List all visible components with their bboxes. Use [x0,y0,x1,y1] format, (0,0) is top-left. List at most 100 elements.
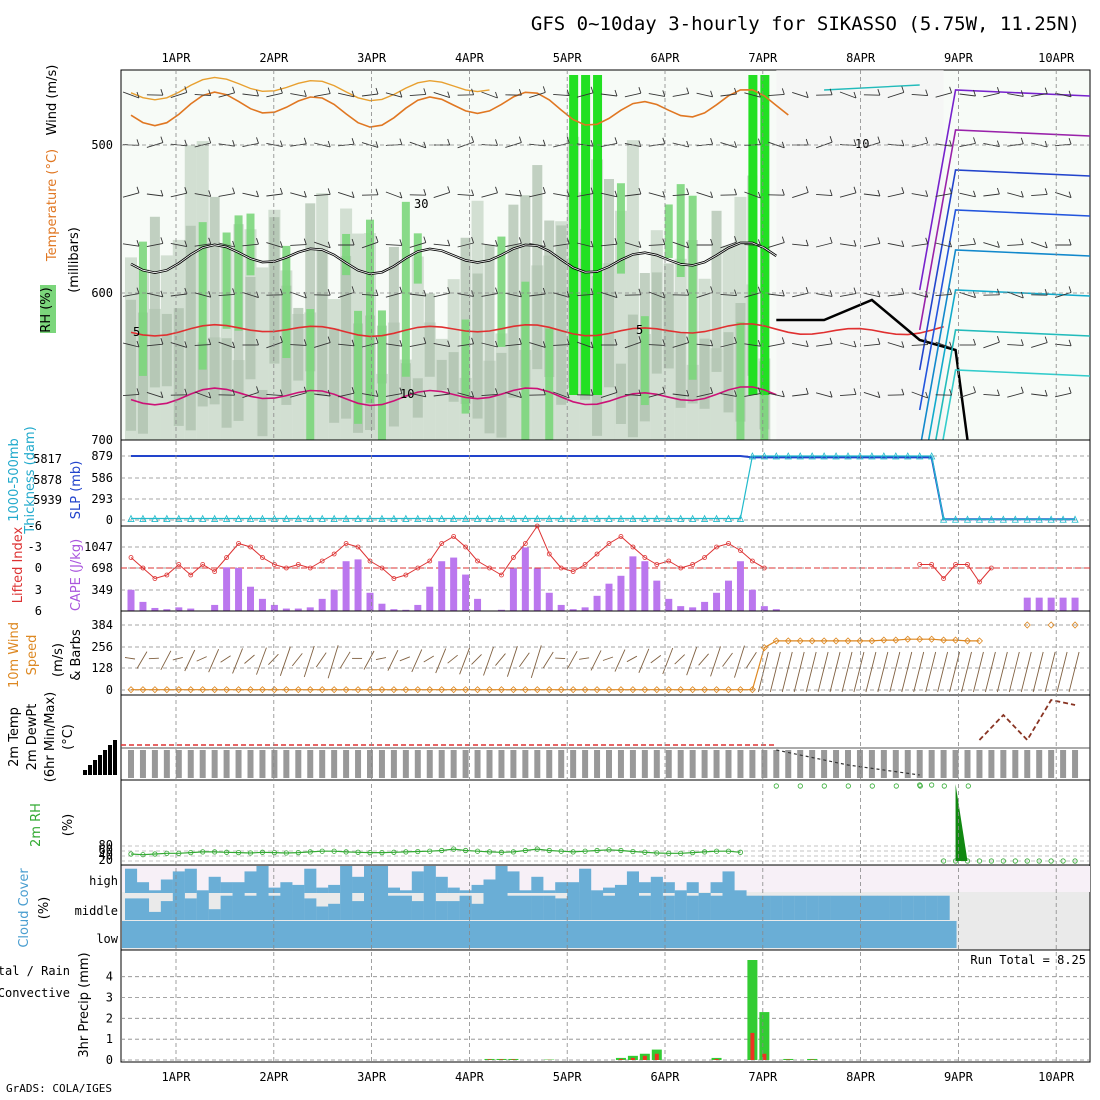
wind-barb [170,242,187,248]
temp-minmax-bar [402,750,409,778]
wind-barb [614,190,618,197]
wind-barb [590,650,602,671]
wind-barb [877,338,881,345]
wind-barb [146,343,163,347]
rh2m-marker [224,849,230,855]
wind-barb [208,338,212,345]
wind-barb [996,651,1008,693]
rh2m-marker [630,848,636,855]
cloud-bar [507,895,520,920]
wind-marker [187,686,195,694]
label-cloud: Cloud Cover [17,868,32,948]
li-marker [726,541,731,546]
thickness-marker [677,514,685,522]
wind-barb [638,140,642,147]
rh-band [675,332,686,408]
cloud-bar [184,868,197,893]
bottom-date-label: 8APR [846,1070,876,1084]
precip-conv-bar [511,1059,516,1060]
wind-barb [314,241,331,249]
cloud-bar [734,890,747,893]
wind-barb [495,186,498,193]
wind-barb [256,338,259,346]
wind-barb [279,140,283,147]
wind-barb [505,242,522,248]
wind-barb [901,651,913,693]
cloud-bar [495,866,508,893]
wind-barb [648,93,665,97]
wind-barb [1068,387,1072,394]
wind-marker [127,686,135,694]
rh2m-marker [164,850,170,856]
wind-barb [877,189,881,197]
thickness-marker [199,514,207,522]
wind-barb [1031,342,1048,348]
thickness-marker [808,452,816,460]
thickness-tick: 5939 [33,493,62,507]
rh2m-marker [140,852,146,858]
wind-barb [553,142,570,148]
wind-frame [120,610,1091,696]
wind-barb [911,243,928,247]
wind-barb [781,651,793,693]
wind-barb [877,651,889,693]
wind-barb [853,388,857,395]
wind-barb [662,191,666,198]
wind-tick: 256 [91,640,113,654]
wind-barb [232,389,236,396]
wind-barb [792,342,809,348]
wind-barb [279,187,283,195]
thickness-marker [342,514,350,522]
wind-barb [232,187,236,194]
temp-minmax-bar [797,750,804,778]
wind-barb [447,340,451,347]
temp-minmax-bar [629,750,636,778]
wind-barb [160,136,164,143]
wind-barb [361,293,379,297]
wind-barb [768,141,785,149]
thickness-marker [868,452,876,460]
wind-barb [983,341,1000,349]
wind-barb [600,93,618,97]
wind-barb [170,342,187,348]
label-rh: RH (%) [39,287,54,332]
wind-barb [996,140,1000,147]
cloud-bar [614,884,628,893]
precip-conv-bar [714,1058,719,1060]
wind-barb [375,390,379,397]
wind-barb [734,645,745,678]
wind-barb [136,186,140,193]
wind-barb [339,651,351,669]
wind-barb [887,293,904,297]
cloud-bar [603,887,616,893]
cape-bar [736,561,744,611]
wind-barb [1068,238,1072,246]
thickness-marker [139,514,147,522]
rh2m-marker [1036,858,1042,864]
cloud-bar [435,901,448,920]
temp-minmax-bar [139,750,146,778]
wind-marker [641,686,649,694]
cloud-bar [340,893,353,920]
run-total: Run Total = 8.25 [970,953,1086,967]
li-marker [379,565,385,571]
temp-minmax-bar [223,750,230,778]
wind-barb [327,140,331,148]
wind-barb [506,646,518,677]
wind-barb [781,88,785,95]
wind-barb [1055,343,1072,347]
precip-conv-bar [630,1057,635,1060]
wind-barb [208,237,212,244]
rh-band [723,332,734,413]
rh-band [627,314,638,438]
wind-barb [925,190,929,197]
rh2m-marker [976,858,983,864]
wind-barb [1068,90,1072,97]
wind-barb [757,651,769,693]
cloud-bar [280,893,293,920]
wind-barb [686,87,690,94]
wind-barb [768,93,785,97]
wind-marker [701,686,709,694]
cloud-bar [256,893,269,920]
rh-band [412,378,423,418]
